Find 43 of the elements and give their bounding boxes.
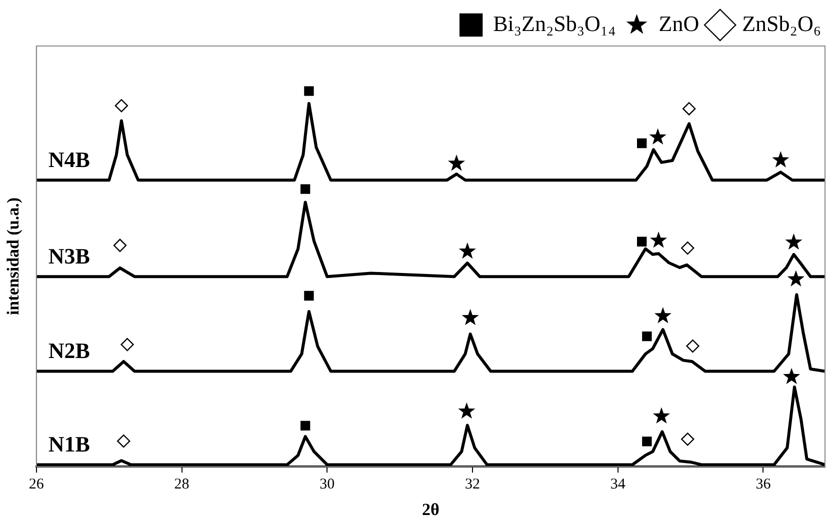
point [652,407,670,424]
point [682,102,696,116]
point [637,138,647,148]
legend-label: ZnSb₂O₆ [742,10,822,36]
point [650,232,668,248]
series-label: N2B [48,338,90,363]
point [304,86,314,96]
point [462,308,479,326]
point [783,368,800,384]
series-label: N1B [48,431,90,456]
point [681,241,694,255]
point [113,238,127,252]
point [642,331,652,342]
point [654,307,672,324]
point [785,233,802,250]
point [458,242,476,259]
point [686,339,700,353]
x-tick-label: 28 [174,476,190,493]
y-axis-title: intensidad (u.a.) [4,197,23,316]
x-tick-label: 26 [28,476,44,493]
point [120,338,134,352]
x-tick-label: 32 [464,476,480,493]
point [114,99,128,112]
point [642,436,652,446]
point [300,420,310,431]
point [649,128,666,145]
point [448,154,466,171]
series-label: N4B [48,146,90,172]
x-axis-title: 2θ [422,500,440,520]
point [681,432,694,446]
point [787,270,804,286]
legend-label: Bi₃Zn₂Sb₃O₁₄ [493,10,616,36]
legend-label: ZnO [658,10,700,36]
point [300,184,310,194]
x-tick-label: 34 [610,476,626,493]
point [304,290,314,301]
x-tick-label: 30 [320,476,335,493]
x-tick-label: 36 [756,476,772,493]
series-label: N3B [48,243,90,268]
point [458,402,476,419]
point [772,151,790,168]
point [637,236,647,246]
point [117,434,130,448]
